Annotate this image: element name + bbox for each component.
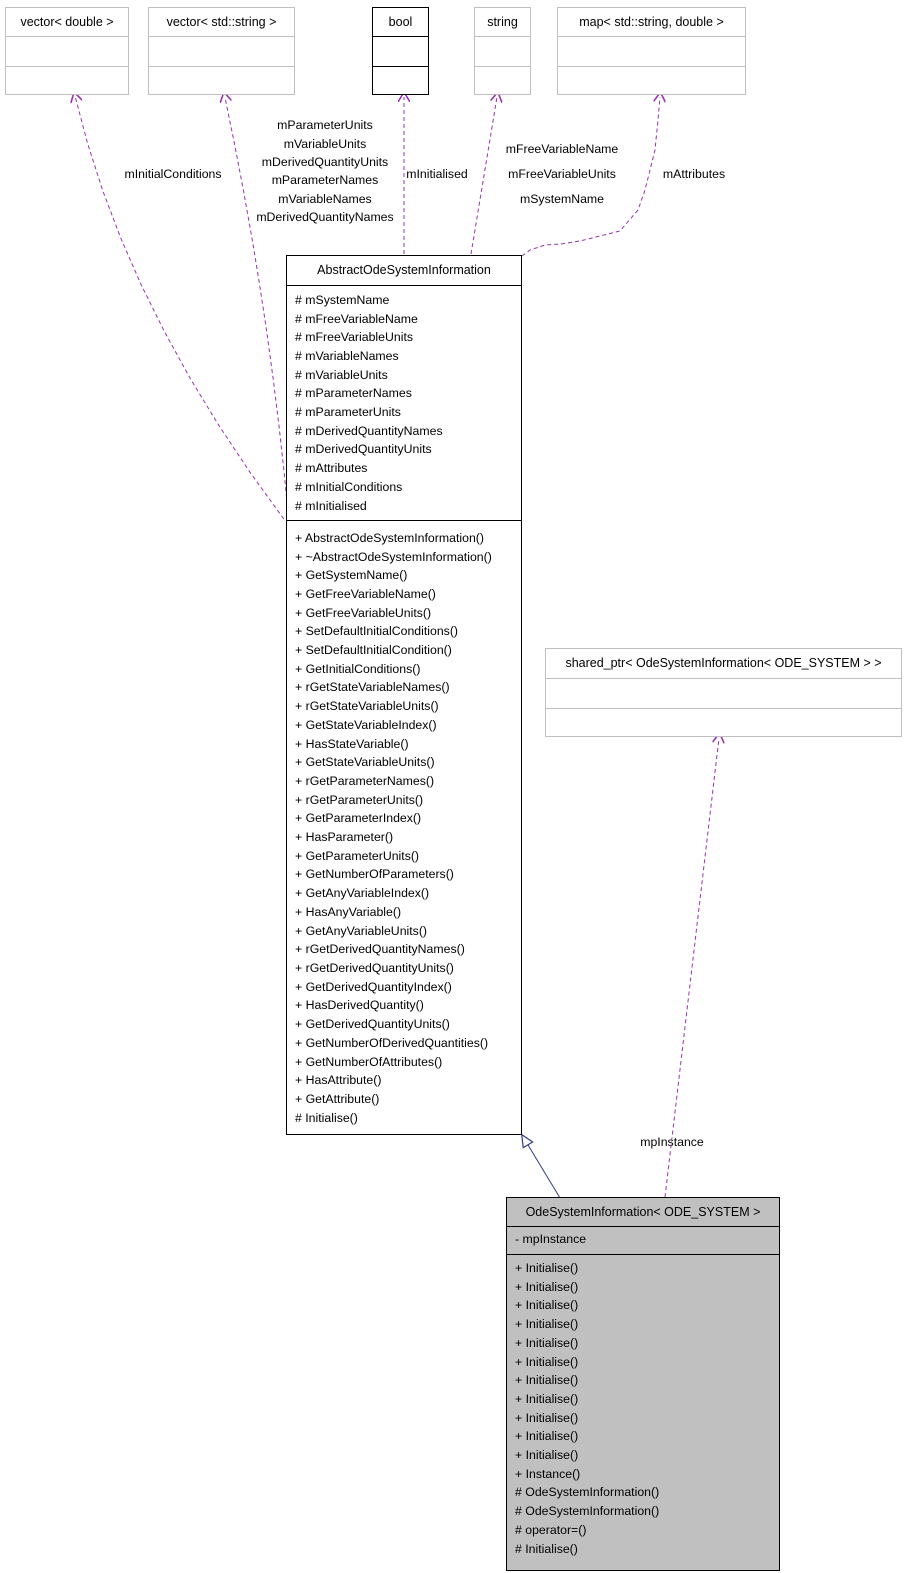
svg-text:mAttributes: mAttributes xyxy=(663,167,725,181)
svg-text:mVariableUnits: mVariableUnits xyxy=(284,137,366,151)
svg-text:mParameterNames: mParameterNames xyxy=(272,173,379,187)
svg-text:mParameterUnits: mParameterUnits xyxy=(277,118,373,132)
svg-text:mFreeVariableUnits: mFreeVariableUnits xyxy=(508,167,616,181)
svg-text:mFreeVariableName: mFreeVariableName xyxy=(506,142,619,156)
svg-text:mSystemName: mSystemName xyxy=(520,192,604,206)
svg-text:mInitialised: mInitialised xyxy=(406,167,468,181)
svg-text:mDerivedQuantityNames: mDerivedQuantityNames xyxy=(256,210,393,224)
svg-text:mInitialConditions: mInitialConditions xyxy=(124,167,221,181)
svg-text:mVariableNames: mVariableNames xyxy=(278,192,371,206)
svg-text:mpInstance: mpInstance xyxy=(640,1135,704,1149)
svg-text:mDerivedQuantityUnits: mDerivedQuantityUnits xyxy=(262,155,388,169)
